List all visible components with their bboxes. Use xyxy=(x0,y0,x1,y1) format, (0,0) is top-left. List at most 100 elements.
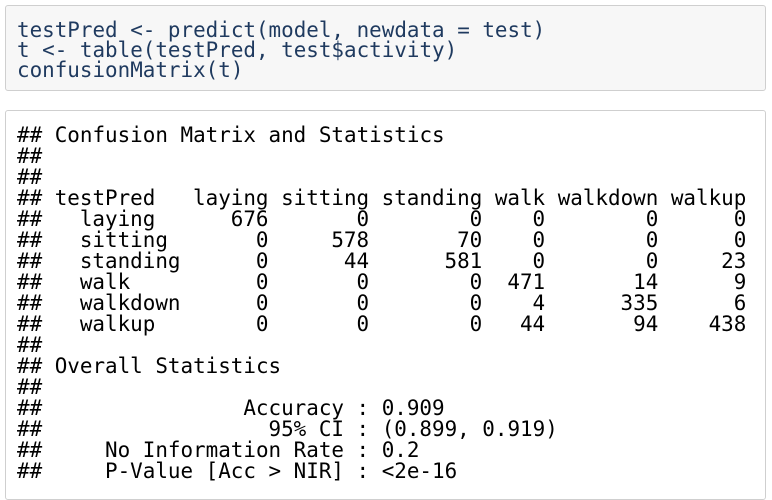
table-cell: 0 xyxy=(733,228,747,252)
table-cell: 0 xyxy=(645,249,659,273)
table-cell: 0 xyxy=(255,291,269,315)
output-line: ## walk 0 0 0 471 14 9 xyxy=(17,272,765,293)
row-label: laying xyxy=(79,207,156,231)
output-block: ## Confusion Matrix and Statistics ## ## ## t… xyxy=(5,110,766,500)
table-cell: 0 xyxy=(733,207,747,231)
output-line: ## testPred laying sitting standing walk walkd… xyxy=(17,188,765,209)
table-cell: 0 xyxy=(255,312,269,336)
output-line: ## sitting 0 578 70 0 0 0 xyxy=(17,230,765,251)
column-header: walkup xyxy=(670,186,747,210)
line-prefix: ## xyxy=(17,459,43,483)
line-prefix: ## xyxy=(17,270,43,294)
table-cell: 676 xyxy=(230,207,269,231)
table-cell: 0 xyxy=(469,270,483,294)
stat-separator: : xyxy=(356,459,370,483)
stat-value: 0.909 xyxy=(381,396,445,420)
stat-separator: : xyxy=(356,438,370,462)
output-line: ## walkdown 0 0 0 4 335 6 xyxy=(17,293,765,314)
table-cell: 0 xyxy=(255,249,269,273)
table-cell: 578 xyxy=(331,228,370,252)
output-line: ## No Information Rate:0.2 xyxy=(17,440,765,461)
section-title: Overall Statistics xyxy=(54,354,282,378)
table-cell: 335 xyxy=(620,291,659,315)
output-line: ## Confusion Matrix and Statistics xyxy=(17,125,765,146)
table-cell: 581 xyxy=(444,249,483,273)
stat-separator: : xyxy=(356,396,370,420)
output-line: ## Overall Statistics xyxy=(17,356,765,377)
table-cell: 0 xyxy=(469,291,483,315)
table-cell: 14 xyxy=(633,270,659,294)
table-cell: 0 xyxy=(356,207,370,231)
output-line: ## xyxy=(17,167,765,188)
line-prefix: ## xyxy=(17,207,43,231)
stat-value: (0.899, 0.919) xyxy=(381,417,558,441)
table-cell: 0 xyxy=(645,207,659,231)
output-line: ## P-Value [Acc > NIR]: <2e-16 xyxy=(17,461,765,482)
row-label: sitting xyxy=(79,228,168,252)
line-prefix: ## xyxy=(17,312,43,336)
line-prefix: ## xyxy=(17,228,43,252)
table-cell: 438 xyxy=(708,312,747,336)
output-line: ## xyxy=(17,146,765,167)
line-prefix: ## xyxy=(17,291,43,315)
table-cell: 0 xyxy=(469,207,483,231)
table-cell: 9 xyxy=(733,270,747,294)
table-cell: 0 xyxy=(532,228,546,252)
stat-label: P-Value [Acc > NIR] xyxy=(105,459,344,483)
column-header: walk xyxy=(494,186,546,210)
output-line: ## laying 676 0 0 0 0 0 xyxy=(17,209,765,230)
line-prefix: ## xyxy=(17,375,43,399)
table-cell: 23 xyxy=(721,249,747,273)
column-header: laying xyxy=(193,186,269,210)
output-line: ## standing 0 44 581 0 0 23 xyxy=(17,251,765,272)
output-title: Confusion Matrix and Statistics xyxy=(54,123,445,147)
column-header: standing xyxy=(381,186,483,210)
stat-value: <2e-16 xyxy=(381,459,458,483)
table-cell: 44 xyxy=(343,249,370,273)
table-cell: 44 xyxy=(519,312,546,336)
table-cell: 94 xyxy=(633,312,659,336)
row-label: standing xyxy=(79,249,181,273)
line-prefix: ## xyxy=(17,396,43,420)
table-cell: 0 xyxy=(356,291,370,315)
table-cell: 6 xyxy=(733,291,747,315)
line-prefix: ## xyxy=(17,249,43,273)
table-cell: 0 xyxy=(532,207,546,231)
stat-value: 0.2 xyxy=(381,438,420,462)
output-line: ## 95% CI: (0.899, 0.919) xyxy=(17,419,765,440)
line-prefix: ## xyxy=(17,123,43,147)
table-corner: testPred xyxy=(54,186,156,210)
table-cell: 0 xyxy=(532,249,546,273)
line-prefix: ## xyxy=(17,165,43,189)
line-prefix: ## xyxy=(17,186,43,210)
line-prefix: ## xyxy=(17,144,43,168)
row-label: walkup xyxy=(79,312,156,336)
table-cell: 0 xyxy=(356,312,370,336)
line-prefix: ## xyxy=(17,354,43,378)
code-block: testPred <- predict(model, newdata = tes… xyxy=(5,5,766,91)
row-label: walk xyxy=(79,270,131,294)
column-header: sitting xyxy=(281,186,370,210)
table-cell: 70 xyxy=(457,228,483,252)
code-line: confusionMatrix(t) xyxy=(17,58,244,82)
table-cell: 471 xyxy=(507,270,546,294)
table-cell: 0 xyxy=(356,270,370,294)
stat-label: Accuracy xyxy=(243,396,344,420)
line-prefix: ## xyxy=(17,438,43,462)
output-line: ## Accuracy:0.909 xyxy=(17,398,765,419)
stat-label: 95% CI xyxy=(268,417,344,441)
column-header: walkdown xyxy=(557,186,659,210)
output-line: ## walkup 0 0 0 44 94 438 xyxy=(17,314,765,335)
table-cell: 0 xyxy=(255,228,269,252)
row-label: walkdown xyxy=(79,291,181,315)
table-cell: 0 xyxy=(645,228,659,252)
table-cell: 4 xyxy=(532,291,546,315)
table-cell: 0 xyxy=(469,312,483,336)
code-line: t <- table(testPred, test$activity) xyxy=(17,38,458,62)
code-line: testPred <- predict(model, newdata = tes… xyxy=(17,18,546,42)
output-line: ## xyxy=(17,335,765,356)
table-cell: 0 xyxy=(255,270,269,294)
stat-separator: : xyxy=(356,417,370,441)
page: testPred <- predict(model, newdata = tes… xyxy=(5,5,766,500)
output-line: ## xyxy=(17,377,765,398)
